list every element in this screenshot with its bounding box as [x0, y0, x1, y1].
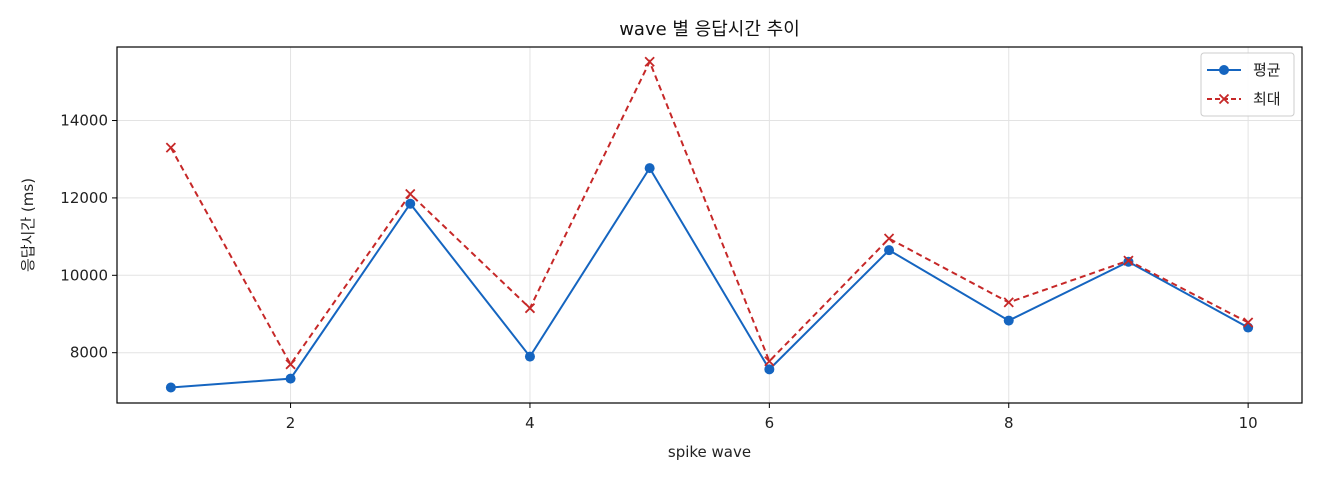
data-point: [884, 245, 895, 256]
x-tick-label: 10: [1239, 414, 1258, 432]
y-tick-label: 14000: [60, 112, 108, 130]
data-point: [1243, 317, 1254, 328]
data-point: [644, 56, 655, 67]
y-tick-label: 12000: [60, 189, 108, 207]
data-point: [405, 188, 416, 200]
grid: [117, 47, 1302, 403]
legend-label: 최대: [1253, 90, 1281, 108]
data-point: [524, 351, 535, 362]
data-point: [405, 198, 416, 209]
series-line: [169, 59, 1249, 367]
data-point: [524, 303, 536, 314]
ticks: 2 4 6 8 10 8000 10000 12000 14000: [60, 112, 1257, 432]
series-line: [170, 166, 1249, 389]
data-point: [1123, 255, 1134, 266]
legend-marker: [1218, 93, 1230, 105]
x-axis-label: spike wave: [668, 443, 751, 461]
legend-marker: [1219, 65, 1229, 75]
data-point: [1003, 315, 1014, 326]
series-layer: [165, 56, 1254, 393]
data-point: [165, 142, 177, 153]
x-tick-label: 8: [1004, 414, 1014, 432]
data-point: [285, 373, 296, 384]
data-point: [764, 356, 775, 367]
y-tick-label: 8000: [70, 344, 108, 362]
plot-frame: [116, 46, 1303, 404]
x-tick-label: 4: [525, 414, 535, 432]
series-2: [165, 56, 1254, 370]
chart-title: wave 별 응답시간 추이: [619, 19, 800, 40]
data-point: [285, 359, 296, 370]
y-tick-label: 10000: [60, 266, 108, 284]
data-point: [165, 382, 176, 393]
x-tick-label: 6: [765, 414, 775, 432]
data-point: [1243, 322, 1254, 333]
legend-label: 평균: [1253, 61, 1281, 79]
data-point: [644, 163, 655, 174]
data-point: [883, 233, 895, 244]
data-point: [764, 364, 775, 375]
x-tick-label: 2: [286, 414, 296, 432]
y-axis-label: 응답시간 (ms): [19, 178, 37, 272]
data-point: [1003, 297, 1014, 308]
